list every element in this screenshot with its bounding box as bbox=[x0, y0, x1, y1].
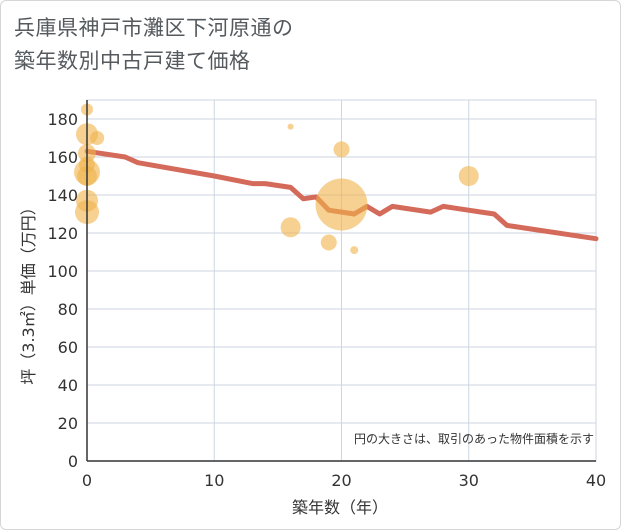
chart-title-line1: 兵庫県神戸市灘区下河原通の bbox=[14, 16, 294, 40]
y-axis-label: 坪（3.3㎡）単価（万円） bbox=[19, 199, 38, 384]
y-tick-label: 20 bbox=[58, 414, 78, 433]
y-tick-label: 0 bbox=[68, 452, 78, 471]
y-tick-labels: 0 20 40 60 80 100 120 140 160 180 bbox=[47, 110, 78, 471]
y-tick-label: 80 bbox=[58, 300, 78, 319]
y-tick-label: 100 bbox=[47, 262, 78, 281]
data-bubble bbox=[287, 123, 294, 130]
chart-title-line2: 築年数別中古戸建て価格 bbox=[14, 49, 251, 73]
y-tick-label: 40 bbox=[58, 376, 78, 395]
axes bbox=[86, 100, 596, 462]
x-tick-label: 0 bbox=[82, 471, 92, 490]
data-bubble bbox=[350, 246, 359, 255]
x-tick-label: 40 bbox=[586, 471, 606, 490]
x-axis-label: 築年数（年） bbox=[292, 498, 388, 517]
y-tick-label: 120 bbox=[47, 224, 78, 243]
chart-title: 兵庫県神戸市灘区下河原通の 築年数別中古戸建て価格 bbox=[14, 12, 534, 78]
bubble-size-note: 円の大きさは、取引のあった物件面積を示す bbox=[354, 431, 594, 446]
y-tick-label: 180 bbox=[47, 110, 78, 129]
x-tick-labels: 0 10 20 30 40 bbox=[82, 471, 606, 490]
data-bubble bbox=[320, 234, 337, 251]
y-tick-label: 60 bbox=[58, 338, 78, 357]
grid-lines bbox=[86, 99, 597, 462]
data-bubble bbox=[280, 217, 301, 238]
data-bubble bbox=[333, 141, 350, 158]
data-bubble bbox=[458, 166, 479, 186]
bubble-layer bbox=[74, 103, 479, 255]
x-tick-label: 20 bbox=[331, 471, 351, 490]
data-bubble bbox=[90, 131, 105, 145]
data-bubble bbox=[315, 178, 368, 231]
x-tick-label: 30 bbox=[459, 471, 479, 490]
x-tick-label: 10 bbox=[204, 471, 224, 490]
y-tick-label: 160 bbox=[47, 148, 78, 167]
y-tick-label: 140 bbox=[47, 186, 78, 205]
